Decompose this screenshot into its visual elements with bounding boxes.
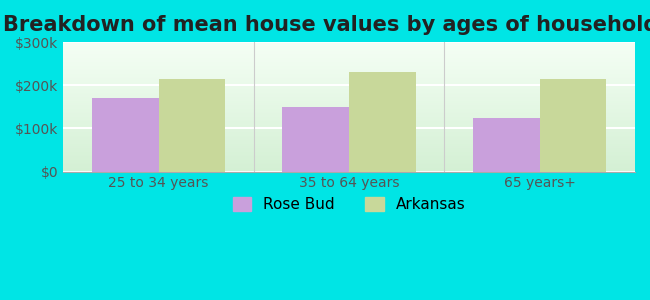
Bar	[92, 98, 159, 172]
Bar	[540, 79, 606, 172]
Bar	[349, 72, 416, 172]
Bar	[282, 107, 349, 172]
Title: Breakdown of mean house values by ages of householders: Breakdown of mean house values by ages o…	[3, 15, 650, 35]
Bar	[159, 79, 226, 172]
Legend: Rose Bud, Arkansas: Rose Bud, Arkansas	[226, 191, 472, 218]
Bar	[473, 118, 540, 172]
